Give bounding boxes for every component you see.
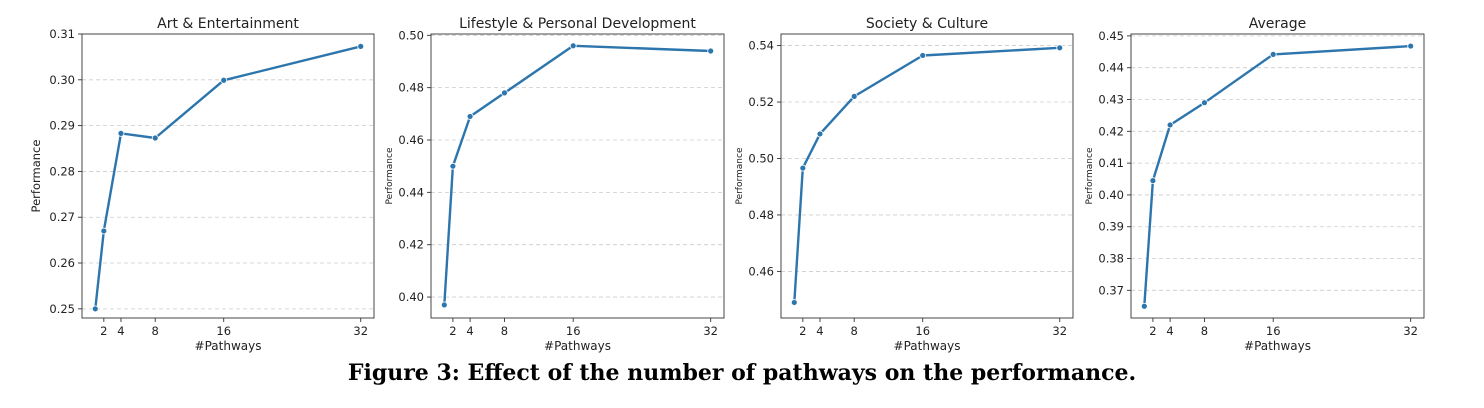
x-tick-label: 16 xyxy=(566,324,581,338)
y-tick-label: 0.46 xyxy=(398,133,424,147)
y-tick-label: 0.26 xyxy=(49,256,75,270)
x-tick-label: 2 xyxy=(1149,324,1156,338)
x-tick-label: 8 xyxy=(851,324,858,338)
y-axis-label: Performance xyxy=(29,140,43,213)
y-tick-label: 0.31 xyxy=(49,27,75,41)
y-tick-label: 0.48 xyxy=(398,81,424,95)
data-point xyxy=(1149,177,1157,185)
data-point xyxy=(466,113,474,120)
x-tick-label: 4 xyxy=(1166,324,1173,338)
x-tick-label: 32 xyxy=(1052,324,1067,338)
y-tick-label: 0.46 xyxy=(748,264,774,278)
y-tick-label: 0.40 xyxy=(398,290,424,304)
y-tick-label: 0.39 xyxy=(1098,220,1124,234)
figure-caption: Figure 3: Effect of the number of pathwa… xyxy=(347,360,1137,386)
data-point xyxy=(799,164,807,172)
x-axis-label: #Pathways xyxy=(544,339,611,353)
x-tick-label: 32 xyxy=(703,324,718,338)
data-point xyxy=(1166,121,1174,129)
y-tick-label: 0.25 xyxy=(49,302,75,316)
y-tick-label: 0.50 xyxy=(398,28,424,42)
y-tick-label: 0.45 xyxy=(1098,29,1124,43)
y-tick-label: 0.30 xyxy=(49,73,75,87)
y-tick-label: 0.29 xyxy=(49,119,75,133)
chart-title: Art & Entertainment xyxy=(157,16,299,32)
y-tick-label: 0.44 xyxy=(1098,61,1124,75)
chart-title: Average xyxy=(1249,16,1307,32)
chart-title: Society & Culture xyxy=(866,16,988,32)
data-point xyxy=(1201,99,1208,107)
plot-frame xyxy=(430,33,725,319)
data-point xyxy=(449,162,457,170)
data-point xyxy=(1269,50,1277,58)
x-tick-label: 8 xyxy=(152,324,159,338)
data-point xyxy=(919,52,927,59)
x-tick-label: 32 xyxy=(1403,324,1418,338)
x-tick-label: 16 xyxy=(915,324,930,338)
data-point xyxy=(357,42,365,50)
x-axis-label: #Pathways xyxy=(195,339,262,353)
data-point xyxy=(117,129,125,137)
y-tick-label: 0.37 xyxy=(1098,283,1124,297)
y-tick-label: 0.54 xyxy=(748,39,774,53)
y-tick-label: 0.48 xyxy=(748,208,774,222)
y-tick-label: 0.27 xyxy=(49,210,75,224)
x-tick-label: 4 xyxy=(816,324,823,338)
x-axis-label: #Pathways xyxy=(1244,339,1311,353)
x-tick-label: 8 xyxy=(1201,324,1208,338)
data-point xyxy=(1056,44,1064,52)
data-point xyxy=(501,89,508,97)
chart-title: Lifestyle & Personal Development xyxy=(459,16,696,32)
x-tick-label: 4 xyxy=(466,324,473,338)
data-point xyxy=(707,47,715,55)
series-line xyxy=(793,46,1060,303)
data-point xyxy=(220,76,228,84)
series-line xyxy=(94,45,361,309)
y-tick-label: 0.44 xyxy=(398,185,424,199)
y-tick-label: 0.40 xyxy=(1098,188,1124,202)
x-axis-label: #Pathways xyxy=(894,339,961,353)
series-line xyxy=(443,44,711,305)
data-point xyxy=(100,227,108,235)
data-point xyxy=(1140,302,1148,310)
x-tick-label: 8 xyxy=(501,324,508,338)
x-tick-label: 16 xyxy=(216,324,231,338)
plot-frame xyxy=(81,33,375,319)
plot-frame xyxy=(1130,33,1425,319)
data-point xyxy=(91,305,99,313)
data-point xyxy=(569,42,577,50)
x-tick-label: 2 xyxy=(799,324,806,338)
y-tick-label: 0.41 xyxy=(1098,156,1124,170)
x-tick-label: 2 xyxy=(449,324,456,338)
y-axis-label: Performance xyxy=(735,147,745,204)
plot-frame xyxy=(780,33,1074,319)
y-tick-label: 0.52 xyxy=(748,95,774,109)
y-tick-label: 0.28 xyxy=(49,164,75,178)
data-point xyxy=(790,299,798,306)
y-tick-label: 0.42 xyxy=(398,238,424,252)
data-point xyxy=(1407,42,1415,50)
y-tick-label: 0.42 xyxy=(1098,124,1124,138)
x-tick-label: 2 xyxy=(100,324,107,338)
data-point xyxy=(151,134,159,142)
data-point xyxy=(850,92,858,100)
x-tick-label: 4 xyxy=(117,324,124,338)
y-axis-label: Performance xyxy=(385,147,395,204)
y-axis-label: Performance xyxy=(1085,147,1095,204)
data-point xyxy=(440,301,448,309)
data-point xyxy=(816,130,824,138)
x-tick-label: 16 xyxy=(1266,324,1281,338)
y-tick-label: 0.38 xyxy=(1098,252,1124,266)
series-line xyxy=(1143,44,1411,307)
y-tick-label: 0.50 xyxy=(748,151,774,165)
y-tick-label: 0.43 xyxy=(1098,93,1124,107)
x-tick-label: 32 xyxy=(353,324,368,338)
